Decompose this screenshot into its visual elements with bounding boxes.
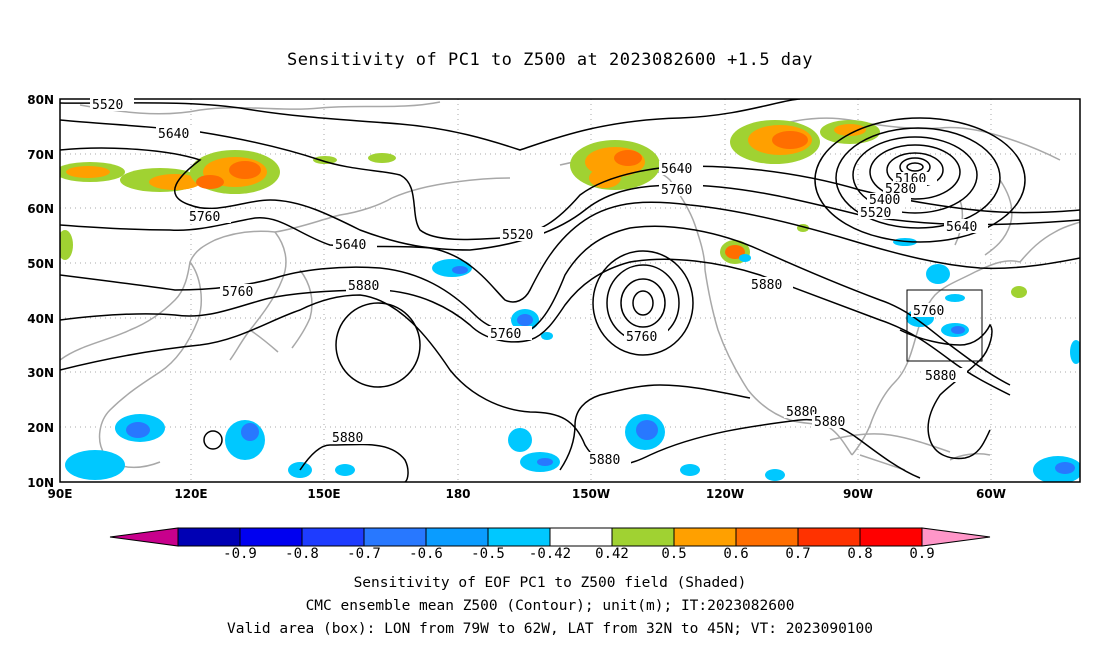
colorbar-label: -0.5 (471, 546, 505, 562)
contour-label: 5880 (332, 431, 363, 446)
lon-label: 60W (976, 487, 1006, 501)
contour-label: 5880 (348, 279, 379, 294)
contour-label: 5520 (502, 228, 533, 243)
contour-label: 5880 (925, 369, 956, 384)
lat-label: 60N (27, 202, 54, 216)
lon-label: 150E (307, 487, 340, 501)
contour-label: 5520 (860, 206, 891, 221)
colorbar-label: 0.6 (723, 546, 748, 562)
contour-label: 5760 (913, 304, 944, 319)
colorbar-label: 0.7 (785, 546, 810, 562)
lon-label: 90W (843, 487, 873, 501)
contour-label: 5760 (490, 327, 521, 342)
colorbar-cell (177, 527, 241, 547)
lon-label: 120W (706, 487, 744, 501)
lon-label: 120E (174, 487, 207, 501)
contour-label: 5880 (589, 453, 620, 468)
contour-label: 5880 (814, 415, 845, 430)
colorbar-cell (673, 527, 737, 547)
colorbar-cell (425, 527, 489, 547)
colorbar-cell (549, 527, 613, 547)
colorbar-label: -0.6 (409, 546, 443, 562)
colorbar-label: -0.7 (347, 546, 381, 562)
colorbar-label: -0.9 (223, 546, 257, 562)
colorbar-label: 0.8 (847, 546, 872, 562)
colorbar-label: -0.42 (529, 546, 571, 562)
lon-axis: 90E 120E 150E 180 150W 120W 90W 60W (48, 487, 1006, 501)
colorbar-cell (859, 527, 923, 547)
lon-label: 180 (445, 487, 470, 501)
colorbar-cell (797, 527, 861, 547)
colorbar-cell (611, 527, 675, 547)
valid-area-box (906, 289, 983, 362)
lat-label: 80N (27, 93, 54, 107)
lat-label: 50N (27, 257, 54, 271)
contour-label-group: 5520 5640 5760 5640 5760 5880 5520 5640 … (90, 97, 988, 468)
colorbar-cell (239, 527, 303, 547)
caption-line-3: Valid area (box): LON from 79W to 62W, L… (226, 621, 873, 637)
contour-label: 5640 (335, 238, 366, 253)
colorbar-cell (735, 527, 799, 547)
contour-label: 5760 (661, 183, 692, 198)
contour-label: 5640 (158, 127, 189, 142)
colorbar-label: 0.9 (909, 546, 934, 562)
colorbar-cell (363, 527, 427, 547)
lon-label: 90E (48, 487, 73, 501)
colorbar-high-end (921, 527, 991, 547)
colorbar: -0.9 -0.8 -0.7 -0.6 -0.5 -0.42 0.42 0.5 0.6 0.7 0.… (109, 527, 991, 562)
lat-label: 20N (27, 421, 54, 435)
lat-label: 40N (27, 312, 54, 326)
contour-label: 5760 (626, 330, 657, 345)
contour-label: 5640 (661, 162, 692, 177)
colorbar-cell (301, 527, 365, 547)
caption-line-1: Sensitivity of EOF PC1 to Z500 field (Sh… (353, 575, 747, 591)
contour-label: 5760 (189, 210, 220, 225)
colorbar-cell (487, 527, 551, 547)
colorbar-low-end (109, 527, 179, 547)
map-title: Sensitivity of PC1 to Z500 at 2023082600… (286, 50, 813, 70)
lat-label: 30N (27, 366, 54, 380)
caption-line-2: CMC ensemble mean Z500 (Contour); unit(m… (305, 598, 795, 614)
contour-label: 5880 (786, 405, 817, 420)
contour-label: 5880 (751, 278, 782, 293)
contour-label: 5760 (222, 285, 253, 300)
map-frame (59, 98, 1081, 483)
lat-axis: 80N 70N 60N 50N 40N 30N 20N 10N (27, 93, 54, 490)
lat-label: 10N (27, 476, 54, 490)
lat-label: 70N (27, 148, 54, 162)
contour-label: 5520 (92, 98, 123, 113)
colorbar-label: 0.5 (661, 546, 686, 562)
lon-label: 150W (572, 487, 610, 501)
contour-label: 5640 (946, 220, 977, 235)
contour-label: 5400 (869, 193, 900, 208)
colorbar-label: 0.42 (595, 546, 629, 562)
colorbar-label: -0.8 (285, 546, 319, 562)
